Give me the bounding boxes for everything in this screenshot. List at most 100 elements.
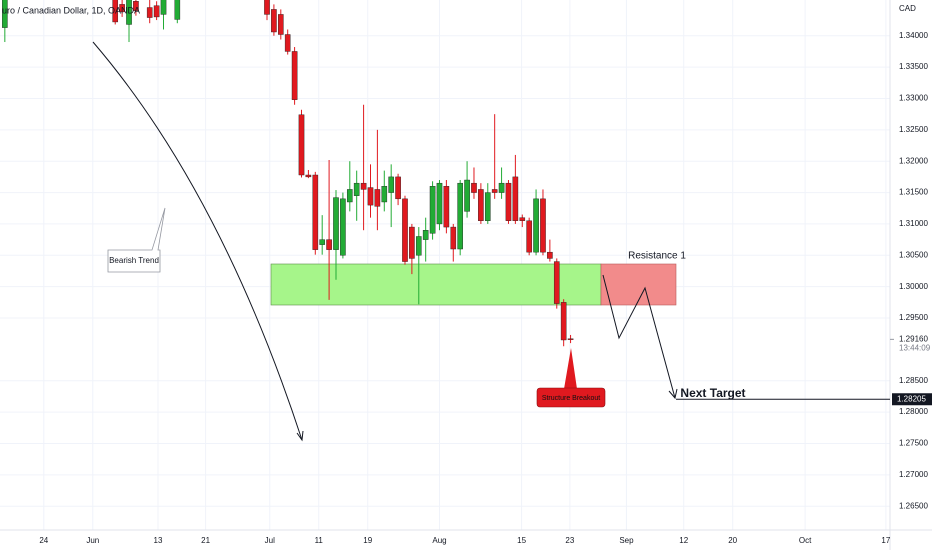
candle-body [291, 51, 298, 100]
candle-body [429, 186, 436, 234]
candle-body [340, 198, 346, 256]
x-tick-label: Aug [432, 536, 446, 545]
candle-body [395, 176, 401, 200]
candle-body [264, 0, 270, 15]
x-tick-label: 24 [39, 536, 48, 545]
candle-body [333, 197, 339, 250]
candle-body [298, 114, 305, 176]
x-tick-label: Jul [265, 536, 275, 545]
candle-body [284, 34, 291, 52]
candle-body [498, 182, 505, 193]
candle-body [422, 230, 429, 240]
last-price-label: 1.29160 [899, 334, 928, 343]
y-tick-label: 1.30500 [899, 250, 928, 259]
candle-body [560, 302, 567, 341]
y-tick-label: 1.31000 [899, 219, 928, 228]
target-price-label: 1.28205 [897, 394, 926, 403]
countdown-label: 13:44:09 [899, 343, 931, 352]
y-tick-label: 1.27000 [899, 470, 928, 479]
y-tick-label: 1.31500 [899, 188, 928, 197]
candle-body [512, 176, 519, 221]
candle-body [2, 0, 8, 28]
candle-body [526, 220, 532, 253]
y-tick-label: 1.33500 [899, 62, 928, 71]
candle-body [540, 198, 546, 253]
x-tick-label: 12 [679, 536, 688, 545]
y-tick-label: 1.33000 [899, 94, 928, 103]
candle-body [305, 174, 312, 178]
candle-body [133, 1, 139, 11]
candle-body [567, 338, 574, 340]
candle-body [505, 182, 512, 221]
y-tick-label: 1.27500 [899, 439, 928, 448]
candle-body [119, 4, 125, 13]
candle-body [471, 182, 477, 193]
candle-body [374, 189, 381, 207]
candle-body [353, 182, 360, 196]
candle-body [491, 189, 498, 193]
x-tick-label: 20 [728, 536, 737, 545]
candle-body [553, 261, 560, 304]
candle-body [381, 186, 388, 203]
x-tick-label: 17 [881, 536, 890, 545]
target-tag [892, 393, 932, 406]
x-tick-label: Oct [799, 536, 812, 545]
y-tick-label: 1.29500 [899, 313, 928, 322]
candle-body [174, 0, 181, 20]
projection-arrow-head [668, 388, 678, 400]
y-tick-label: 1.34000 [899, 31, 928, 40]
x-tick-label: 13 [154, 536, 163, 545]
trend-arrow [92, 41, 303, 441]
candle-body [312, 174, 319, 250]
candle-body [326, 239, 332, 250]
candle-body [436, 182, 443, 225]
candle-body [443, 186, 450, 228]
candle-body [409, 226, 415, 259]
resistance-label: Resistance 1 [628, 251, 686, 262]
resistance-zone [600, 263, 677, 306]
candle-body [153, 5, 160, 18]
candle-body [126, 0, 132, 25]
x-tick-label: 11 [315, 536, 324, 545]
candle-body [478, 189, 484, 221]
x-tick-label: 23 [565, 536, 574, 545]
x-tick-label: Sep [619, 536, 634, 545]
candle-body [360, 182, 367, 190]
candle-body [160, 0, 167, 15]
candle-body [271, 9, 277, 33]
y-tick-label: 1.30000 [899, 282, 928, 291]
y-tick-label: 1.26500 [899, 501, 928, 510]
candle-body [388, 176, 394, 193]
x-tick-label: 19 [363, 536, 372, 545]
trend-arrow-head [296, 430, 304, 442]
y-tick-label: 1.28500 [899, 376, 928, 385]
x-tick-label: Jun [86, 536, 99, 545]
candle-body [533, 198, 539, 253]
candle-body [457, 182, 463, 250]
trend-label: Bearish Trend [109, 256, 159, 265]
breakout-box [536, 387, 606, 408]
projection-path [602, 274, 676, 399]
x-tick-label: 21 [201, 536, 210, 545]
y-tick-label: 1.32500 [899, 125, 928, 134]
y-tick-label: 1.28000 [899, 407, 928, 416]
candle-body [146, 7, 153, 18]
breakout-label: Structure Breakout [542, 395, 600, 402]
target-label: Next Target [680, 386, 745, 400]
candle-body [415, 236, 422, 256]
y-tick-label: 1.32000 [899, 156, 928, 165]
candle-body [519, 217, 526, 221]
candle-body [464, 179, 470, 212]
candle-body [402, 198, 408, 262]
candle-body [450, 226, 457, 250]
candle-body [547, 251, 553, 259]
breakout-pointer [564, 348, 577, 389]
chart-title: uro / Canadian Dollar, 1D, OANDA [2, 5, 140, 15]
currency-label: CAD [899, 4, 916, 13]
candle-body [346, 189, 353, 203]
candle-body [112, 0, 119, 23]
x-tick-label: 15 [517, 536, 526, 545]
candle-body [277, 14, 284, 35]
candle-body [319, 239, 325, 245]
